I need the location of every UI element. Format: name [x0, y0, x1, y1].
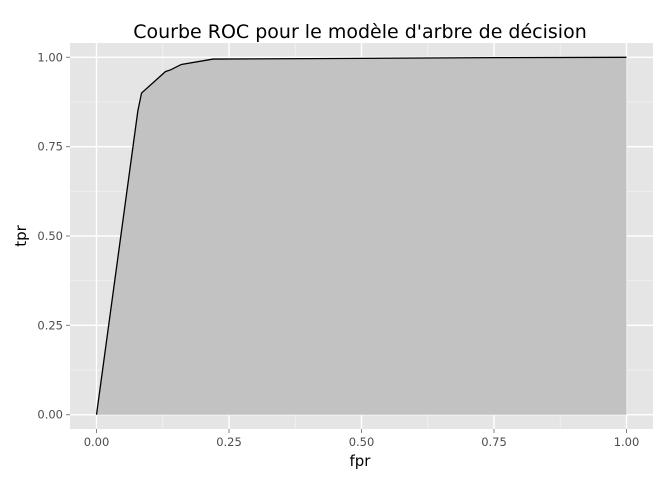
y-tick-label: 0.00 — [37, 408, 63, 422]
x-tick-label: 0.25 — [216, 435, 242, 449]
x-axis-label: fpr — [350, 452, 372, 470]
x-tick-label: 0.75 — [481, 435, 507, 449]
roc-curve-line — [95, 56, 627, 415]
roc-area — [96, 57, 627, 415]
y-axis-label: tpr — [12, 224, 30, 246]
x-tick-label: 0.00 — [84, 435, 110, 449]
x-tick-label: 0.50 — [349, 435, 375, 449]
chart-title: Courbe ROC pour le modèle d'arbre de déc… — [133, 21, 587, 43]
y-axis-ticks: 0.00 0.25 0.50 0.75 1.00 — [37, 50, 70, 422]
y-tick-label: 0.75 — [37, 140, 63, 154]
x-tick-label: 1.00 — [614, 435, 640, 449]
y-tick-label: 1.00 — [37, 50, 63, 64]
x-axis-ticks: 0.00 0.25 0.50 0.75 1.00 — [84, 429, 640, 449]
y-tick-label: 0.50 — [37, 229, 63, 243]
y-tick-label: 0.25 — [37, 318, 63, 332]
